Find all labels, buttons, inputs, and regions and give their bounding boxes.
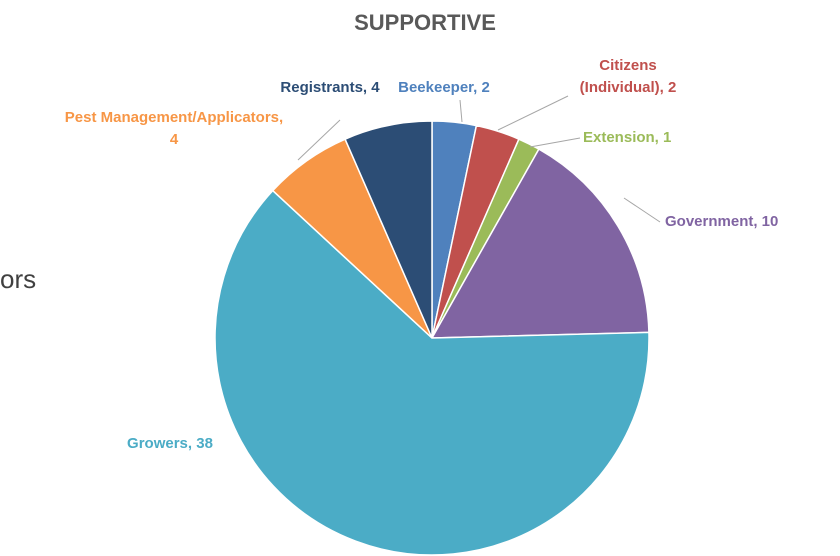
leader-line-beekeeper [459,99,463,123]
pie-slice-growers [214,189,650,556]
pie-slice-registrants [344,120,433,339]
slice-label-line: 4 [170,131,179,148]
side-text-fragment: ors [0,264,37,294]
leader-lines [297,95,661,223]
leader-line-government [623,197,661,223]
slice-label-line: (Individual), 2 [580,79,677,96]
chart-title: SUPPORTIVE [354,10,496,35]
leader-line-citizens-individual- [497,95,569,131]
slice-label-registrants: Registrants, 4 [280,79,380,96]
slice-label-government: Government, 10 [665,213,778,230]
slice-label-line: Pest Management/Applicators, [65,109,283,126]
slice-labels: Beekeeper, 2 Citizens (Individual), 2 Exten… [65,57,779,452]
slice-label-beekeeper: Beekeeper, 2 [398,79,490,96]
pie-slice-government [430,148,650,339]
pie-slices [214,120,650,556]
leader-line-pest-management-applicators [297,119,341,161]
slice-label-pest-management-applicators: Pest Management/Applicators, 4 [65,109,283,148]
leader-line-extension [529,137,581,148]
slice-label-citizens-individual-: Citizens (Individual), 2 [580,57,677,96]
slice-label-growers: Growers, 38 [127,435,213,452]
slice-label-extension: Extension, 1 [583,129,671,146]
slice-label-line: Citizens [599,57,657,74]
